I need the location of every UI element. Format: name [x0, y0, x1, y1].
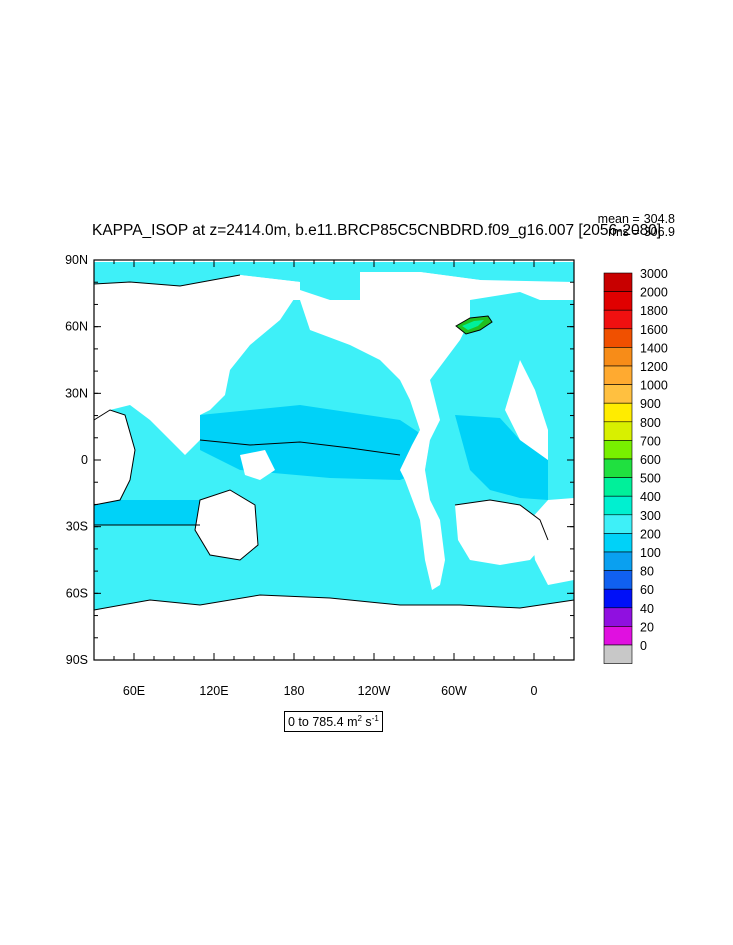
- colorbar-label: 100: [640, 546, 661, 560]
- colorbar-label: 700: [640, 434, 661, 448]
- colorbar-label: 1200: [640, 360, 668, 374]
- colorbar-swatch: [603, 533, 633, 553]
- x-axis-label: 60E: [123, 684, 145, 698]
- colorbar-swatch: [603, 495, 633, 516]
- colorbar-label: 1000: [640, 379, 668, 393]
- colorbar-label: 500: [640, 472, 661, 486]
- x-axis-label: 120E: [199, 684, 228, 698]
- y-axis-label: 30S: [66, 520, 88, 534]
- colorbar-swatch: [603, 272, 633, 292]
- y-axis-label: 60S: [66, 586, 88, 600]
- rms-stat: rms = 306.9: [608, 225, 675, 239]
- colorbar-swatch: [603, 607, 633, 627]
- colorbar-swatch: [603, 458, 633, 478]
- contour-lines: [93, 274, 575, 611]
- colorbar-swatch: [603, 644, 633, 664]
- colorbar-label: 1800: [640, 304, 668, 318]
- range-label: 0 to 785.4 m2 s-1: [284, 711, 383, 733]
- colorbar-label: 0: [640, 639, 647, 653]
- colorbar-label: 1400: [640, 341, 668, 355]
- colorbar-swatch: [603, 551, 633, 571]
- colorbar-swatch: [603, 384, 633, 404]
- colorbar-label: 80: [640, 565, 654, 579]
- y-axis-label: 60N: [65, 320, 88, 334]
- y-axis-label: 0: [81, 453, 88, 467]
- axis-ticks: [93, 259, 575, 661]
- land-masses: [94, 272, 574, 660]
- colorbar-label: 900: [640, 397, 661, 411]
- colorbar-label: 1600: [640, 323, 668, 337]
- x-axis-label: 60W: [441, 684, 467, 698]
- colorbar-label: 3000: [640, 267, 668, 281]
- y-axis-label: 30N: [65, 386, 88, 400]
- colorbar-swatch: [603, 347, 633, 367]
- colorbar-label: 20: [640, 620, 654, 634]
- y-axis-label: 90N: [65, 253, 88, 267]
- colorbar-label: 40: [640, 602, 654, 616]
- colorbar-label: 600: [640, 453, 661, 467]
- colorbar-swatch: [603, 477, 633, 497]
- colorbar-swatch: [603, 626, 633, 646]
- colorbar-swatch: [603, 514, 633, 534]
- x-axis-label: 180: [284, 684, 305, 698]
- colorbar-swatch: [603, 440, 633, 460]
- colorbar: [603, 272, 633, 664]
- colorbar-label: 2000: [640, 286, 668, 300]
- colorbar-label: 300: [640, 509, 661, 523]
- colorbar-label: 800: [640, 416, 661, 430]
- x-axis-label: 120W: [358, 684, 391, 698]
- colorbar-swatch: [603, 588, 633, 609]
- hotspot: [455, 315, 493, 335]
- y-axis-label: 90S: [66, 653, 88, 667]
- x-axis-labels: 60E 120E 180 120W 60W 0: [123, 684, 538, 698]
- colorbar-swatch: [603, 291, 633, 311]
- mean-stat: mean = 304.8: [597, 212, 675, 226]
- y-axis-labels: 90N 60N 30N 0 30S 60S 90S: [65, 253, 88, 667]
- colorbar-swatch: [603, 328, 633, 348]
- colorbar-labels: 3000200018001600140012001000900800700600…: [640, 267, 668, 653]
- colorbar-swatch: [603, 309, 633, 330]
- colorbar-swatch: [603, 402, 633, 423]
- colorbar-label: 200: [640, 527, 661, 541]
- plot-title: KAPPA_ISOP at z=2414.0m, b.e11.BRCP85C5C…: [92, 222, 662, 239]
- colorbar-label: 400: [640, 490, 661, 504]
- colorbar-swatch: [603, 570, 633, 590]
- colorbar-label: 60: [640, 583, 654, 597]
- colorbar-swatch: [603, 365, 633, 385]
- colorbar-swatch: [603, 421, 633, 441]
- x-axis-label: 0: [531, 684, 538, 698]
